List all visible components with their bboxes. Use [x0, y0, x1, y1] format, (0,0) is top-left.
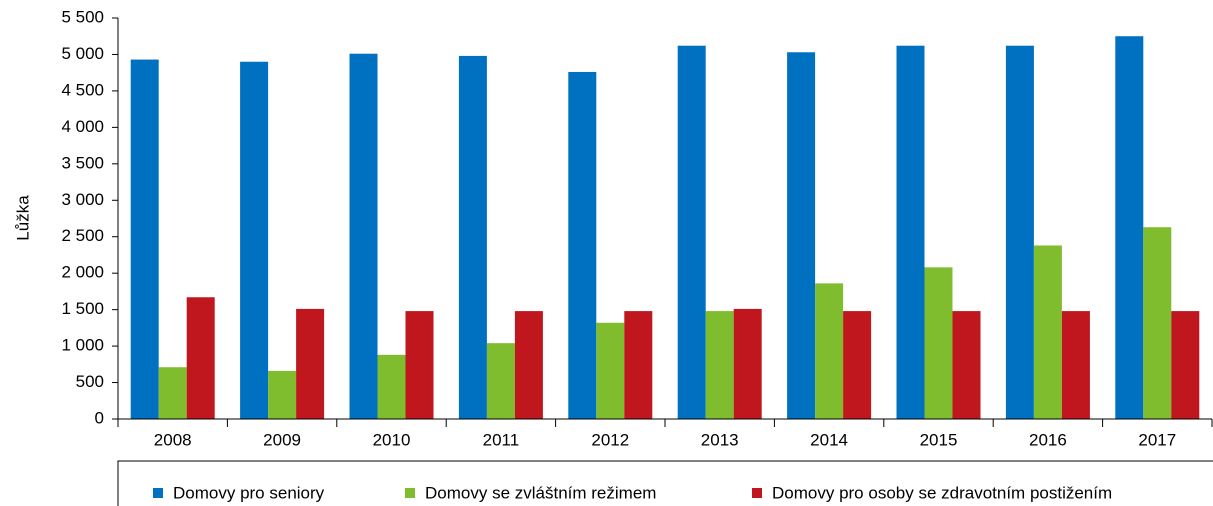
legend-swatch	[405, 488, 415, 498]
x-tick-label: 2015	[920, 430, 958, 449]
bar	[1005, 45, 1034, 420]
y-tick-label: 4 000	[61, 117, 104, 136]
y-tick-label: 3 500	[61, 153, 104, 172]
x-tick-label: 2013	[701, 430, 739, 449]
bar	[787, 52, 816, 419]
x-tick-label: 2010	[373, 430, 411, 449]
x-tick-label: 2009	[263, 430, 301, 449]
y-tick-label: 500	[76, 372, 104, 391]
y-tick-label: 0	[95, 408, 104, 427]
bar	[296, 308, 325, 419]
legend-box	[117, 460, 1213, 506]
bar	[268, 370, 297, 419]
bar	[924, 267, 953, 419]
bar	[1061, 311, 1090, 419]
bar	[1143, 227, 1172, 419]
bar	[377, 354, 406, 419]
y-tick-label: 5 000	[61, 44, 104, 63]
bar	[733, 308, 762, 419]
bar	[1115, 36, 1144, 420]
bar	[677, 45, 706, 420]
bar	[952, 311, 981, 419]
bar	[186, 297, 215, 419]
bar	[514, 311, 543, 419]
y-axis-label: Lůžka	[13, 195, 32, 241]
bar	[486, 343, 515, 419]
bar	[596, 322, 625, 419]
x-tick-label: 2011	[483, 430, 520, 449]
y-tick-label: 4 500	[61, 80, 104, 99]
y-tick-label: 1 500	[61, 299, 104, 318]
legend-label: Domovy pro seniory	[173, 483, 325, 502]
bar	[1033, 245, 1062, 419]
y-tick-label: 2 500	[61, 226, 104, 245]
legend-label: Domovy se zvláštním režimem	[425, 483, 656, 502]
bar	[896, 45, 925, 420]
x-tick-label: 2017	[1138, 430, 1176, 449]
legend-label: Domovy pro osoby se zdravotním postižení…	[772, 483, 1112, 502]
x-tick-label: 2014	[810, 430, 848, 449]
bar	[624, 311, 653, 419]
bar	[405, 311, 434, 419]
y-tick-label: 1 000	[61, 336, 104, 355]
x-tick-label: 2008	[154, 430, 192, 449]
y-tick-label: 2 000	[61, 263, 104, 282]
bar	[843, 311, 872, 419]
y-tick-label: 5 500	[61, 7, 104, 26]
x-tick-label: 2016	[1029, 430, 1067, 449]
x-tick-label: 2012	[591, 430, 629, 449]
bar	[458, 55, 487, 420]
legend-swatch	[752, 488, 762, 498]
bar	[568, 71, 597, 419]
legend-swatch	[153, 488, 163, 498]
bar	[158, 367, 187, 419]
bar	[815, 283, 844, 419]
bar	[349, 53, 378, 419]
bar	[240, 61, 269, 419]
y-tick-label: 3 000	[61, 190, 104, 209]
bar	[130, 59, 159, 420]
bar	[1171, 311, 1200, 419]
bar	[705, 311, 734, 419]
